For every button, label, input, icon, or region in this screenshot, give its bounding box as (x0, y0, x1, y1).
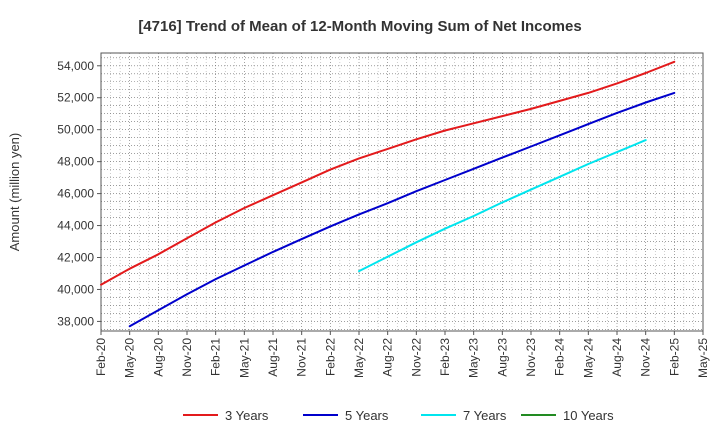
y-axis-label: Amount (million yen) (7, 133, 22, 252)
x-tick-label: Nov-20 (180, 338, 194, 377)
legend-label: 10 Years (563, 408, 614, 423)
series-line-5-years (128, 91, 676, 328)
x-tick-label: May-24 (581, 338, 595, 378)
y-tick-label: 48,000 (57, 155, 94, 169)
y-tick-label: 50,000 (57, 123, 94, 137)
y-tick-label: 42,000 (57, 251, 94, 265)
x-tick-label: Nov-23 (524, 338, 538, 377)
plot-frame (100, 52, 704, 332)
y-tick-label: 44,000 (57, 219, 94, 233)
chart-title: [4716] Trend of Mean of 12-Month Moving … (138, 18, 581, 35)
series-line-3-years (100, 60, 676, 286)
x-tick-label: Feb-24 (553, 338, 567, 376)
x-tick-label: Feb-22 (323, 338, 337, 376)
x-tick-label: Aug-21 (266, 338, 280, 377)
y-tick-label: 38,000 (57, 314, 94, 328)
x-tick-label: May-21 (237, 338, 251, 378)
x-tick-label: Aug-20 (151, 338, 165, 377)
y-tick-label: 46,000 (57, 187, 94, 201)
y-tick-label: 52,000 (57, 91, 94, 105)
x-tick-label: Feb-21 (209, 338, 223, 376)
y-tick-label: 54,000 (57, 59, 94, 73)
x-tick-label: May-22 (352, 338, 366, 378)
y-tick-label: 40,000 (57, 282, 94, 296)
grid (100, 53, 704, 331)
x-tick-label: Feb-23 (438, 338, 452, 376)
x-tick-label: Aug-24 (610, 338, 624, 377)
series-lines (100, 60, 676, 328)
x-axis: Feb-20 May-20 Aug-20 Nov-20 Feb-21 May-21 Aug-… (94, 331, 710, 378)
x-tick-label: Nov-21 (295, 338, 309, 377)
x-tick-label: Feb-25 (667, 338, 681, 376)
x-tick-label: Feb-20 (94, 338, 108, 376)
x-tick-label: May-23 (467, 338, 481, 378)
legend-label: 3 Years (225, 408, 269, 423)
series-line-7-years (358, 139, 647, 273)
x-tick-label: Aug-22 (381, 338, 395, 377)
x-tick-label: Nov-24 (639, 338, 653, 377)
x-tick-label: May-25 (696, 338, 710, 378)
legend: 3 Years 5 Years 7 Years 10 Years (183, 408, 614, 423)
x-tick-label: Aug-23 (495, 338, 509, 377)
legend-label: 7 Years (463, 408, 507, 423)
x-tick-label: Nov-22 (409, 338, 423, 377)
legend-label: 5 Years (345, 408, 389, 423)
y-axis: 38,000 40,000 42,000 44,000 46,000 48,000 50,0… (57, 59, 101, 328)
x-tick-label: May-20 (123, 338, 137, 378)
